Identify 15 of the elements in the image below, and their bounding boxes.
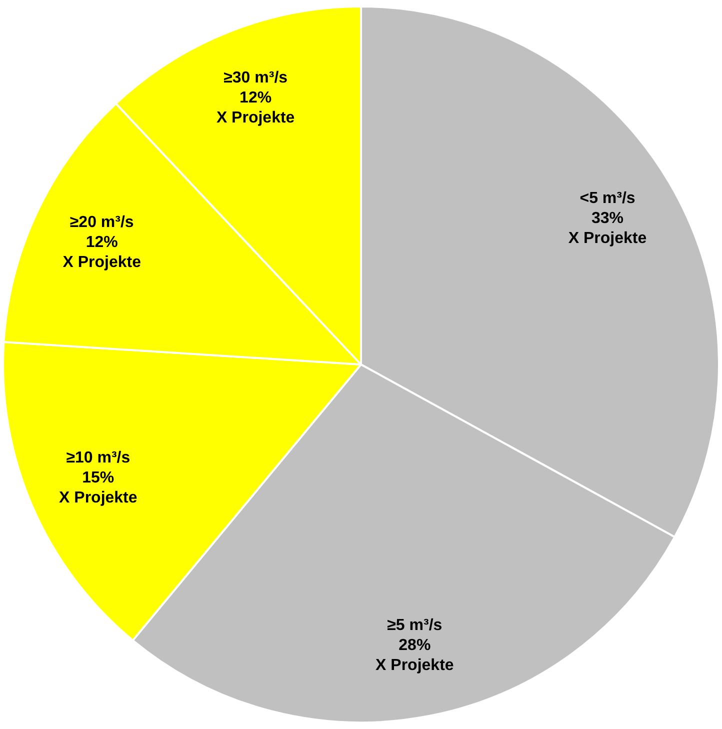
text: X Projekte [62,254,142,271]
text: X Projekte [59,490,138,507]
data-label: 15% [82,470,114,487]
text: X Projekte [568,230,647,248]
slice-label: ≥10 m³/s [66,450,130,467]
slice-label: <5 m³/s [580,190,636,208]
slice-label: ≥20 m³/s [70,214,134,231]
slice-label: ≥5 m³/s [387,617,442,634]
slice-label: ≥30 m³/s [224,70,288,87]
data-label: 12% [240,90,272,107]
text: X Projekte [216,110,295,127]
data-label: 12% [86,234,118,251]
data-label: 33% [592,210,624,228]
text: X Projekte [376,657,454,674]
data-label: 28% [398,637,431,654]
